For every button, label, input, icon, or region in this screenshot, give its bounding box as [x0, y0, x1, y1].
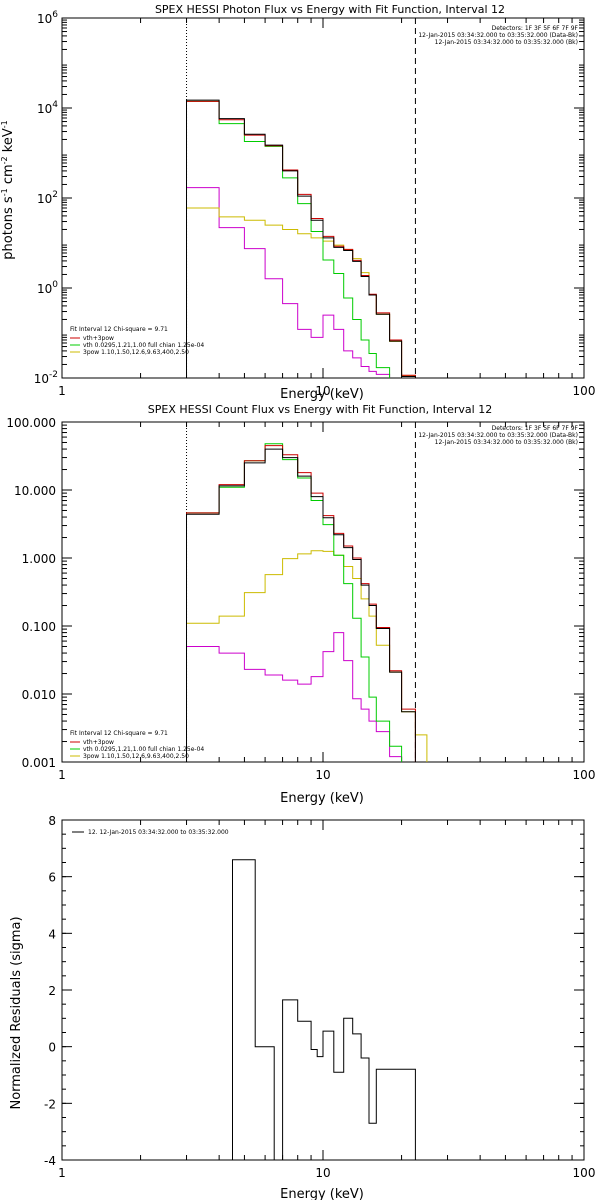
panel2-bk-range: 12-Jan-2015 03:34:32.000 to 03:35:32.000… — [435, 439, 578, 446]
panel1-fit-vth: vth 0.0295,1.21,1.00 full chian 1.25e-04 — [83, 342, 204, 349]
x-tick-label: 10 — [315, 384, 330, 398]
series-3pow — [186, 207, 416, 378]
panel1-fit-interval: Fit Interval 12 Chi-square = 9.71 — [70, 326, 168, 333]
series-group — [186, 99, 416, 378]
panel2-data-range: 12-Jan-2015 03:34:32.000 to 03:35:32.000… — [418, 432, 578, 439]
panel2-title: SPEX HESSI Count Flux vs Energy with Fit… — [148, 403, 492, 416]
series-3pow — [186, 550, 428, 762]
panel1-data-range: 12-Jan-2015 03:34:32.000 to 03:35:32.000… — [418, 32, 578, 39]
x-tick-label: 1 — [58, 768, 66, 782]
y-tick-label: 0.010 — [22, 688, 56, 702]
y-tick-label: 6 — [48, 871, 56, 885]
y-tick-label: 102 — [37, 190, 58, 206]
y-tick-label: 0.001 — [22, 756, 56, 770]
panel1-y-axis-label: photons s-1 cm-2 keV-1 — [0, 120, 16, 259]
x-tick-label: 10 — [315, 768, 330, 782]
photon-flux-panel: SPEX HESSI Photon Flux vs Energy with Fi… — [0, 3, 595, 402]
y-tick-label: 106 — [37, 10, 58, 26]
x-tick-label: 100 — [573, 768, 596, 782]
panel3-plot-area: 1 10 100 -4 -2 0 2 4 6 8 — [44, 814, 595, 1180]
y-tick-label: 104 — [37, 100, 58, 116]
plot-frame — [61, 421, 585, 763]
y-tick-label: 4 — [48, 927, 56, 941]
y-tick-label: 8 — [48, 814, 56, 828]
series-group — [186, 443, 428, 762]
series-residuals — [186, 859, 416, 1160]
panel1-bk-range: 12-Jan-2015 03:34:32.000 to 03:35:32.000… — [435, 39, 578, 46]
panel1-plot-area: 1 10 100 10-2 100 102 104 106 — [34, 10, 596, 398]
x-tick-label: 1 — [58, 1166, 66, 1180]
panel1-fit-3pow: 3pow 1.10,1.50,12.6,9.63,400,2.50 — [83, 349, 189, 356]
panel2-fit-model: vth+3pow — [83, 739, 114, 746]
y-tick-label: 0 — [48, 1041, 56, 1055]
residuals-panel: 1 10 100 -4 -2 0 2 4 6 8 12. 12-Jan-2015 03:34:32… — [9, 814, 595, 1202]
panel2-plot-area: 1 10 100 0.001 0.010 0.100 1.000 10.000 100.000 — [6, 416, 595, 782]
panel3-x-axis-label: Energy (keV) — [280, 1187, 364, 1200]
series-bk — [186, 187, 391, 378]
plot-frame — [61, 819, 585, 1161]
panel3-y-axis-label: Normalized Residuals (sigma) — [9, 916, 24, 1109]
x-tick-label: 100 — [573, 1166, 596, 1180]
y-tick-label: 10.000 — [14, 484, 56, 498]
x-tick-label: 1 — [58, 384, 66, 398]
series-bk — [186, 632, 403, 762]
series-data — [186, 448, 416, 762]
panel2-detectors: Detectors: 1F 3F 5F 6F 7F 9F — [492, 425, 579, 432]
y-tick-label: 1.000 — [22, 552, 56, 566]
y-tick-label: 10-2 — [34, 370, 58, 386]
y-tick-label: 0.100 — [22, 620, 56, 634]
x-tick-label: 10 — [315, 1166, 330, 1180]
panel1-detectors: Detectors: 1F 3F 5F 6F 7F 9F — [492, 25, 579, 32]
panel1-title: SPEX HESSI Photon Flux vs Energy with Fi… — [155, 3, 505, 16]
panel2-fit-3pow: 3pow 1.10,1.50,12.6,9.63,400,2.50 — [83, 753, 189, 760]
panel1-x-axis-label: Energy (keV) — [280, 387, 364, 402]
y-tick-label: -2 — [44, 1097, 56, 1111]
count-flux-panel: SPEX HESSI Count Flux vs Energy with Fit… — [6, 403, 595, 806]
series-group — [186, 859, 416, 1160]
y-tick-label: 100.000 — [6, 416, 56, 430]
panel1-fit-model: vth+3pow — [83, 335, 114, 342]
y-tick-label: 100 — [37, 280, 58, 296]
y-tick-label: 2 — [48, 984, 56, 998]
series-data — [186, 99, 416, 378]
series-vth — [186, 100, 391, 378]
panel3-legend-text: 12. 12-Jan-2015 03:34:32.000 to 03:35:32… — [88, 829, 229, 836]
x-tick-label: 100 — [573, 384, 596, 398]
panel2-x-axis-label: Energy (keV) — [280, 791, 364, 806]
panel2-fit-interval: Fit Interval 12 Chi-square = 9.71 — [70, 730, 168, 737]
series-vth-3pow — [186, 100, 416, 378]
panel2-fit-vth: vth 0.0295,1.21,1.00 full chian 1.25e-04 — [83, 746, 204, 753]
y-tick-label: -4 — [44, 1154, 56, 1168]
